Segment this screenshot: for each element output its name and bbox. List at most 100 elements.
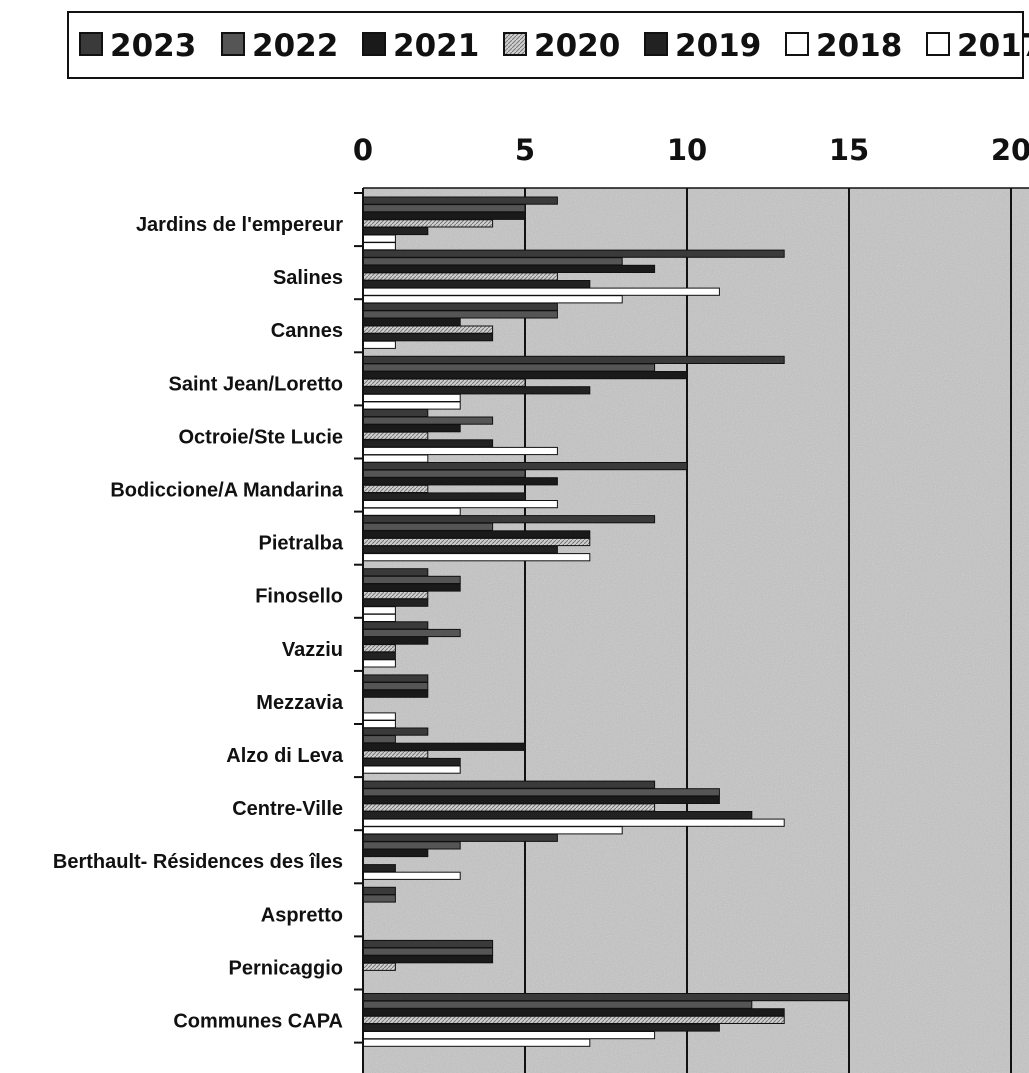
category-label: Centre-Ville	[232, 798, 343, 820]
bar-2018-11	[362, 818, 785, 827]
bar-2021-5	[362, 477, 558, 486]
legend-swatch-2018	[785, 32, 809, 56]
axes	[354, 187, 1029, 1073]
category-label: Cannes	[271, 320, 343, 342]
category-label: Jardins de l'empereur	[136, 214, 343, 236]
bar-2018-2	[362, 340, 396, 349]
bar-2017-11	[362, 826, 623, 835]
bar-2023-4	[362, 408, 429, 418]
bar-2018-1	[362, 287, 720, 296]
bar-2021-0	[362, 211, 526, 220]
legend-label-2018: 2018	[816, 28, 902, 64]
bar-2019-11	[362, 811, 753, 820]
bar-2021-4	[362, 424, 461, 433]
bar-2019-15	[362, 1023, 720, 1032]
bar-2023-10	[362, 727, 429, 736]
bar-2017-15	[362, 1038, 591, 1047]
bar-2023-12	[362, 833, 558, 842]
bar-2018-8	[362, 659, 396, 668]
bar-2021-10	[362, 742, 526, 751]
bar-2022-6	[362, 522, 494, 531]
bar-2021-9	[362, 689, 429, 698]
bar-2020-3	[362, 378, 526, 387]
bar-2023-5	[362, 462, 688, 471]
bar-2022-15	[362, 1000, 753, 1009]
category-label: Communes CAPA	[173, 1011, 343, 1033]
bar-2022-13	[362, 894, 396, 903]
x-tick-label-15: 15	[829, 133, 869, 167]
category-label: Octroie/Ste Lucie	[179, 426, 344, 448]
bar-2017-9	[362, 720, 396, 729]
bars	[362, 196, 850, 1047]
bar-2018-0	[362, 234, 396, 243]
x-tick-labels: 0 5 10 15 20	[353, 133, 1029, 167]
legend-label-2022: 2022	[252, 28, 338, 64]
bar-2023-6	[362, 515, 656, 524]
bar-2022-8	[362, 628, 461, 638]
bar-2021-11	[362, 795, 720, 804]
legend-label-2021: 2021	[393, 28, 479, 64]
bar-2021-2	[362, 317, 461, 327]
category-label: Pernicaggio	[229, 957, 343, 979]
bar-2022-10	[362, 735, 396, 744]
legend-swatch-2020	[503, 32, 527, 56]
bar-2020-7	[362, 591, 429, 600]
bar-2018-10	[362, 765, 461, 774]
category-label: Saint Jean/Loretto	[169, 373, 343, 395]
bar-2022-11	[362, 788, 720, 797]
bar-2021-6	[362, 530, 591, 539]
bar-2020-4	[362, 431, 429, 440]
bar-2021-1	[362, 264, 656, 273]
bar-2017-4	[362, 454, 429, 463]
bar-2018-5	[362, 500, 558, 509]
bar-2019-12	[362, 864, 396, 873]
category-label: Berthault- Résidences des îles	[53, 851, 343, 873]
legend-label-2020: 2020	[534, 28, 620, 64]
x-tick-label-5: 5	[515, 133, 535, 167]
bar-2019-2	[362, 333, 494, 342]
category-label: Finosello	[255, 586, 343, 608]
bar-2018-9	[362, 712, 396, 721]
bar-2020-1	[362, 272, 558, 281]
bar-2021-12	[362, 848, 429, 858]
bar-2019-8	[362, 651, 396, 660]
bar-2018-3	[362, 393, 461, 402]
bar-2020-8	[362, 644, 396, 653]
bar-2020-6	[362, 537, 591, 547]
bar-2022-14	[362, 947, 494, 956]
bar-2019-0	[362, 226, 429, 236]
bar-2023-9	[362, 674, 429, 683]
gridlines	[524, 188, 1012, 1073]
bar-2022-5	[362, 469, 526, 478]
category-label: Alzo di Leva	[226, 745, 344, 767]
bar-2023-3	[362, 355, 785, 364]
bar-2023-1	[362, 249, 785, 258]
bar-2023-11	[362, 780, 656, 789]
bar-2023-13	[362, 886, 396, 895]
bar-2023-2	[362, 302, 558, 311]
bar-2017-5	[362, 507, 461, 516]
x-tick-label-10: 10	[667, 133, 707, 167]
bar-2018-7	[362, 606, 396, 615]
bar-2022-3	[362, 363, 656, 372]
legend-swatch-2021	[362, 32, 386, 56]
plot-area: 0 5 10 15 20 Jardins de l'empereur Salines Can…	[53, 133, 1029, 1073]
bar-2019-4	[362, 439, 494, 448]
bar-2017-3	[362, 401, 461, 410]
bar-2021-15	[362, 1008, 785, 1017]
bar-2018-6	[362, 553, 591, 562]
bar-2018-4	[362, 446, 558, 456]
bar-2023-15	[362, 993, 850, 1002]
legend-swatch-2019	[644, 32, 668, 56]
bar-2018-15	[362, 1031, 656, 1040]
category-labels: Jardins de l'empereur Salines Cannes Saint …	[53, 214, 344, 1033]
bar-2021-3	[362, 371, 688, 380]
bar-2017-0	[362, 242, 396, 251]
bar-2022-12	[362, 841, 461, 850]
bar-2020-14	[362, 962, 396, 971]
bar-2022-4	[362, 416, 494, 425]
category-label: Bodiccione/A Mandarina	[110, 480, 344, 502]
bar-2020-2	[362, 325, 494, 334]
legend-swatch-2017	[926, 32, 950, 56]
